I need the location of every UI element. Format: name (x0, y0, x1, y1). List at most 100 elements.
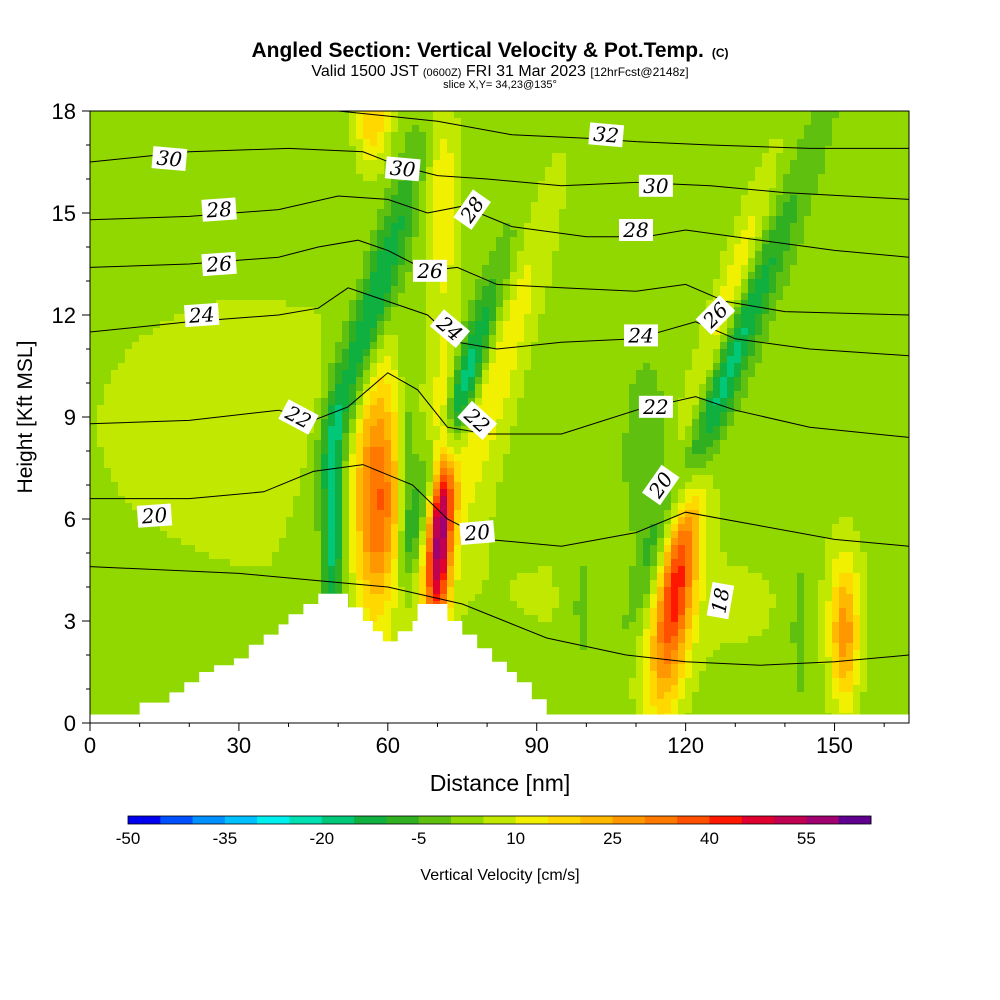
velocity-cell (503, 335, 511, 343)
velocity-cell (454, 181, 462, 189)
velocity-cell (335, 237, 343, 245)
velocity-cell (790, 195, 798, 203)
velocity-cell (580, 209, 588, 217)
velocity-cell (398, 286, 406, 294)
velocity-cell (664, 160, 672, 168)
velocity-cell (90, 195, 98, 203)
velocity-cell (559, 356, 567, 364)
velocity-cell (251, 307, 259, 315)
velocity-cell (433, 209, 441, 217)
velocity-cell (867, 223, 875, 231)
velocity-cell (895, 146, 903, 154)
velocity-cell (755, 223, 763, 231)
velocity-cell (846, 314, 854, 322)
velocity-cell (573, 328, 581, 336)
velocity-cell (776, 202, 784, 210)
velocity-cell (468, 307, 476, 315)
velocity-cell (790, 349, 798, 357)
velocity-cell (272, 251, 280, 259)
velocity-cell (237, 349, 245, 357)
velocity-cell (370, 321, 378, 329)
velocity-cell (776, 272, 784, 280)
velocity-cell (713, 132, 721, 140)
velocity-cell (762, 244, 770, 252)
velocity-cell (398, 188, 406, 196)
velocity-cell (685, 195, 693, 203)
velocity-cell (692, 265, 700, 273)
velocity-cell (664, 216, 672, 224)
velocity-cell (874, 391, 882, 399)
velocity-cell (398, 342, 406, 350)
velocity-cell (895, 188, 903, 196)
velocity-cell (881, 209, 889, 217)
velocity-cell (853, 370, 861, 378)
velocity-cell (209, 181, 217, 189)
velocity-cell (727, 216, 735, 224)
velocity-cell (111, 174, 119, 182)
velocity-cell (727, 377, 735, 385)
velocity-cell (664, 384, 672, 392)
velocity-cell (762, 363, 770, 371)
velocity-cell (769, 111, 777, 119)
velocity-cell (818, 398, 826, 406)
velocity-cell (496, 405, 504, 413)
velocity-cell (664, 230, 672, 238)
velocity-cell (580, 391, 588, 399)
velocity-cell (587, 216, 595, 224)
velocity-cell (265, 300, 273, 308)
velocity-cell (531, 342, 539, 350)
velocity-cell (419, 307, 427, 315)
velocity-cell (594, 342, 602, 350)
velocity-cell (174, 377, 182, 385)
velocity-cell (699, 118, 707, 126)
velocity-cell (223, 342, 231, 350)
velocity-cell (783, 398, 791, 406)
velocity-cell (608, 188, 616, 196)
velocity-cell (454, 146, 462, 154)
velocity-cell (825, 209, 833, 217)
velocity-cell (90, 405, 98, 413)
velocity-cell (454, 125, 462, 133)
velocity-cell (335, 279, 343, 287)
velocity-cell (307, 265, 315, 273)
velocity-cell (678, 349, 686, 357)
velocity-cell (97, 153, 105, 161)
velocity-cell (517, 160, 525, 168)
velocity-cell (713, 258, 721, 266)
velocity-cell (244, 349, 252, 357)
velocity-cell (860, 118, 868, 126)
velocity-cell (265, 195, 273, 203)
velocity-cell (727, 195, 735, 203)
velocity-cell (146, 209, 154, 217)
velocity-cell (391, 202, 399, 210)
velocity-cell (391, 195, 399, 203)
velocity-cell (699, 202, 707, 210)
velocity-cell (783, 181, 791, 189)
velocity-cell (867, 237, 875, 245)
velocity-cell (881, 272, 889, 280)
velocity-cell (314, 153, 322, 161)
velocity-cell (741, 237, 749, 245)
velocity-cell (860, 279, 868, 287)
velocity-cell (811, 335, 819, 343)
velocity-cell (545, 230, 553, 238)
velocity-cell (650, 167, 658, 175)
velocity-cell (335, 314, 343, 322)
velocity-cell (685, 160, 693, 168)
velocity-cell (804, 286, 812, 294)
velocity-cell (510, 328, 518, 336)
velocity-cell (167, 265, 175, 273)
velocity-cell (216, 223, 224, 231)
velocity-cell (391, 230, 399, 238)
velocity-cell (531, 370, 539, 378)
velocity-cell (776, 132, 784, 140)
velocity-cell (216, 279, 224, 287)
velocity-cell (181, 391, 189, 399)
velocity-cell (419, 146, 427, 154)
velocity-cell (188, 111, 196, 119)
velocity-cell (573, 223, 581, 231)
velocity-cell (286, 223, 294, 231)
velocity-cell (139, 279, 147, 287)
velocity-cell (713, 146, 721, 154)
velocity-cell (440, 279, 448, 287)
